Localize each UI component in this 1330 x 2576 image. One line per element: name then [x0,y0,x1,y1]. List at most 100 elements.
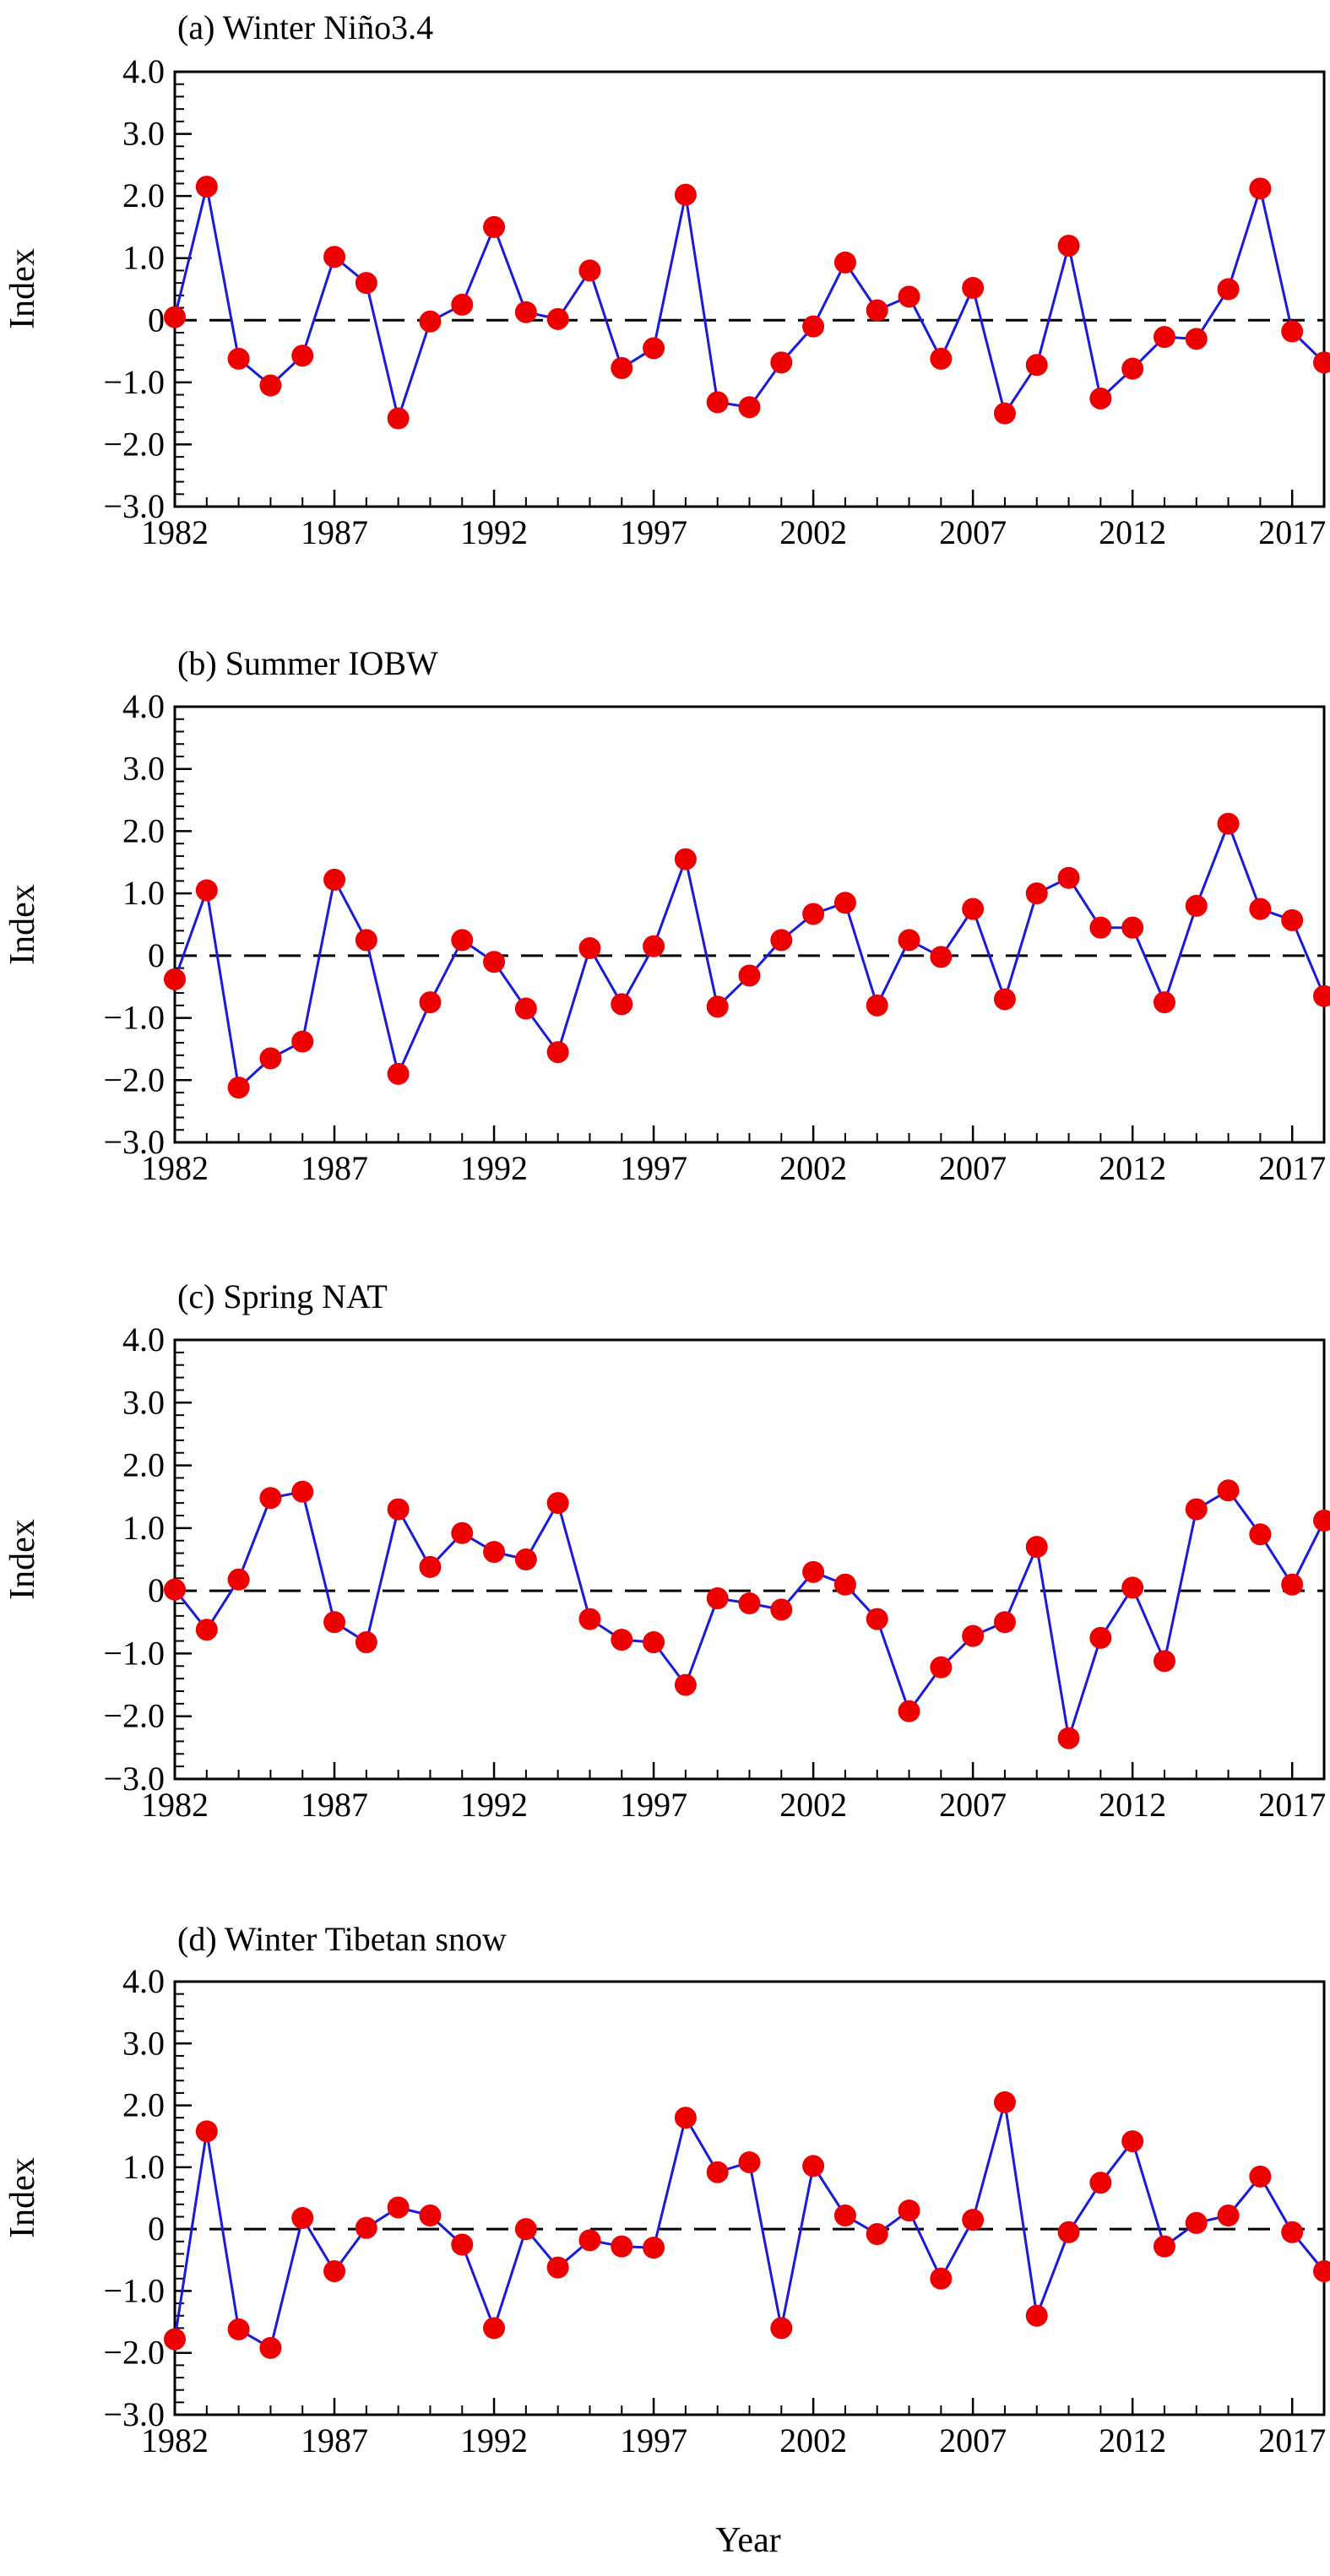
data-point [1121,357,1144,380]
y-tick-label: −3.0 [103,1760,165,1798]
data-point [643,337,665,360]
data-point [164,2328,186,2351]
data-point [1089,387,1112,409]
data-point [483,951,506,973]
y-tick-label: 2.0 [122,2086,165,2124]
data-point [1185,1498,1208,1521]
data-point [674,2107,697,2129]
y-tick-label: 2.0 [122,1446,165,1484]
data-point [770,351,793,374]
data-point [1057,1727,1080,1749]
data-point [195,879,218,902]
data-point [1249,898,1272,920]
data-point [578,259,601,282]
data-point [1089,916,1112,939]
data-point [611,2235,633,2258]
data-point [1057,235,1080,257]
data-point [227,1568,250,1591]
data-point [962,2209,985,2232]
data-point [833,2205,856,2227]
data-point [483,2317,506,2340]
x-tick-label: 2002 [779,1786,847,1824]
y-tick-label: −3.0 [103,2395,165,2433]
x-tick-label: 2007 [939,2421,1007,2459]
data-point [1313,984,1330,1007]
data-point [1153,2235,1175,2258]
panel-title: (a) Winter Niño3.4 [177,8,433,46]
y-tick-label: −2.0 [103,1697,165,1735]
data-point [1057,866,1080,889]
x-tick-label: 2017 [1258,513,1326,551]
y-tick-label: 4.0 [122,1962,165,2000]
data-point [1025,2304,1048,2327]
data-point [227,1076,250,1099]
data-point [866,994,888,1017]
data-point [930,2267,953,2290]
data-point [323,2259,346,2282]
data-point [1313,351,1330,374]
data-point [355,2216,377,2239]
y-tick-label: 1.0 [122,1509,165,1547]
data-point [1153,326,1175,349]
y-tick-label: −3.0 [103,487,165,525]
data-point [1217,278,1240,301]
data-point [195,1619,218,1641]
x-tick-label: 2017 [1258,1149,1326,1187]
data-point [546,1041,569,1064]
data-point [930,347,953,370]
x-tick-label: 2007 [939,1149,1007,1187]
x-tick-label: 1987 [301,1786,368,1824]
data-point [419,991,442,1014]
data-point [738,1592,761,1614]
data-point [1121,2130,1144,2153]
data-point [1313,1509,1330,1532]
data-point [833,892,856,914]
x-tick-label: 1997 [620,1786,687,1824]
y-tick-label: −2.0 [103,2334,165,2372]
y-tick-label: −1.0 [103,999,165,1037]
y-tick-label: −1.0 [103,2271,165,2309]
data-point [514,1548,537,1570]
data-point [291,2206,314,2229]
y-tick-label: 3.0 [122,2024,165,2062]
panel-winter-nino34: (a) Winter Niño3.4 Index 4.0 3.0 2.0 1.0 0 −1… [3,8,1330,551]
data-point [578,2229,601,2252]
y-tick-label: −1.0 [103,1634,165,1672]
x-tick-label: 1982 [141,1786,209,1824]
x-tick-label: 2017 [1258,2421,1326,2459]
panel-title: (c) Spring NAT [177,1277,388,1315]
y-tick-label: 1.0 [122,239,165,277]
y-tick-label: −2.0 [103,425,165,463]
x-tick-label: 1992 [460,1149,528,1187]
data-point [291,344,314,367]
y-tick-label: 0 [148,1571,165,1609]
data-point [706,2161,729,2183]
data-point [674,848,697,870]
data-point [1281,908,1304,931]
data-point [1153,991,1175,1014]
data-point [451,2233,474,2256]
data-point [514,997,537,1020]
data-point [387,1498,410,1521]
data-point [291,1030,314,1053]
x-tick-label: 1982 [141,2421,209,2459]
data-point [323,1611,346,1634]
data-point [770,2317,793,2340]
data-point [1121,1576,1144,1599]
data-point [898,285,920,308]
y-axis-label: Index [3,1519,42,1600]
data-point [706,391,729,414]
data-point [770,1598,793,1621]
data-point [738,964,761,987]
data-point [866,1608,888,1630]
data-point [387,1062,410,1085]
panel-title: (b) Summer IOBW [177,644,438,682]
data-point [1217,1479,1240,1502]
data-point [164,968,186,990]
data-point [1121,916,1144,939]
x-tick-label: 2012 [1099,513,1166,551]
data-point [514,301,537,323]
data-point [993,402,1016,425]
